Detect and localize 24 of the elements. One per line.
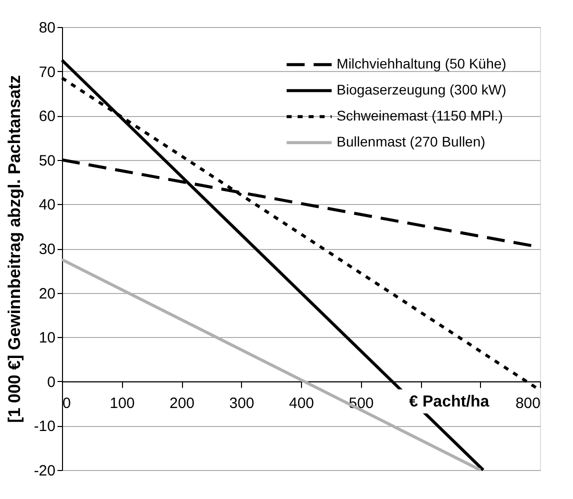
- y-tick-label: 30: [38, 241, 56, 258]
- y-tick-label: 50: [38, 152, 56, 170]
- x-tick-label: 300: [229, 394, 254, 412]
- y-tick-label: 70: [38, 64, 56, 81]
- x-tick-label: 100: [110, 394, 135, 412]
- x-axis-title: € Pacht/ha: [409, 393, 490, 410]
- y-tick-label: 0: [47, 374, 56, 391]
- legend-label: Schweinemast (1150 MPl.): [336, 108, 503, 124]
- x-tick-label: 500: [348, 394, 374, 412]
- y-tick-label: 20: [38, 285, 56, 302]
- y-tick-label: 10: [38, 330, 56, 347]
- x-tick-label: 0: [62, 394, 71, 412]
- x-tick-label: 800: [515, 394, 540, 412]
- y-axis-title: [1 000 €] Gewinnbeitrag abzgl. Pachtansatz: [4, 75, 24, 423]
- x-tick-label: 200: [169, 394, 195, 412]
- legend-label: Biogaserzeugung (300 kW): [336, 82, 506, 98]
- y-tick-label: 40: [38, 196, 56, 214]
- y-tick-label: 80: [38, 20, 56, 36]
- y-tick-label: -20: [34, 462, 56, 480]
- x-tick-label: 400: [288, 394, 314, 412]
- y-tick-label: 60: [38, 108, 56, 126]
- legend-label: Milchviehhaltung (50 Kühe): [336, 56, 506, 72]
- legend-label: Bullenmast (270 Bullen): [336, 134, 486, 150]
- y-tick-label: -10: [34, 418, 56, 436]
